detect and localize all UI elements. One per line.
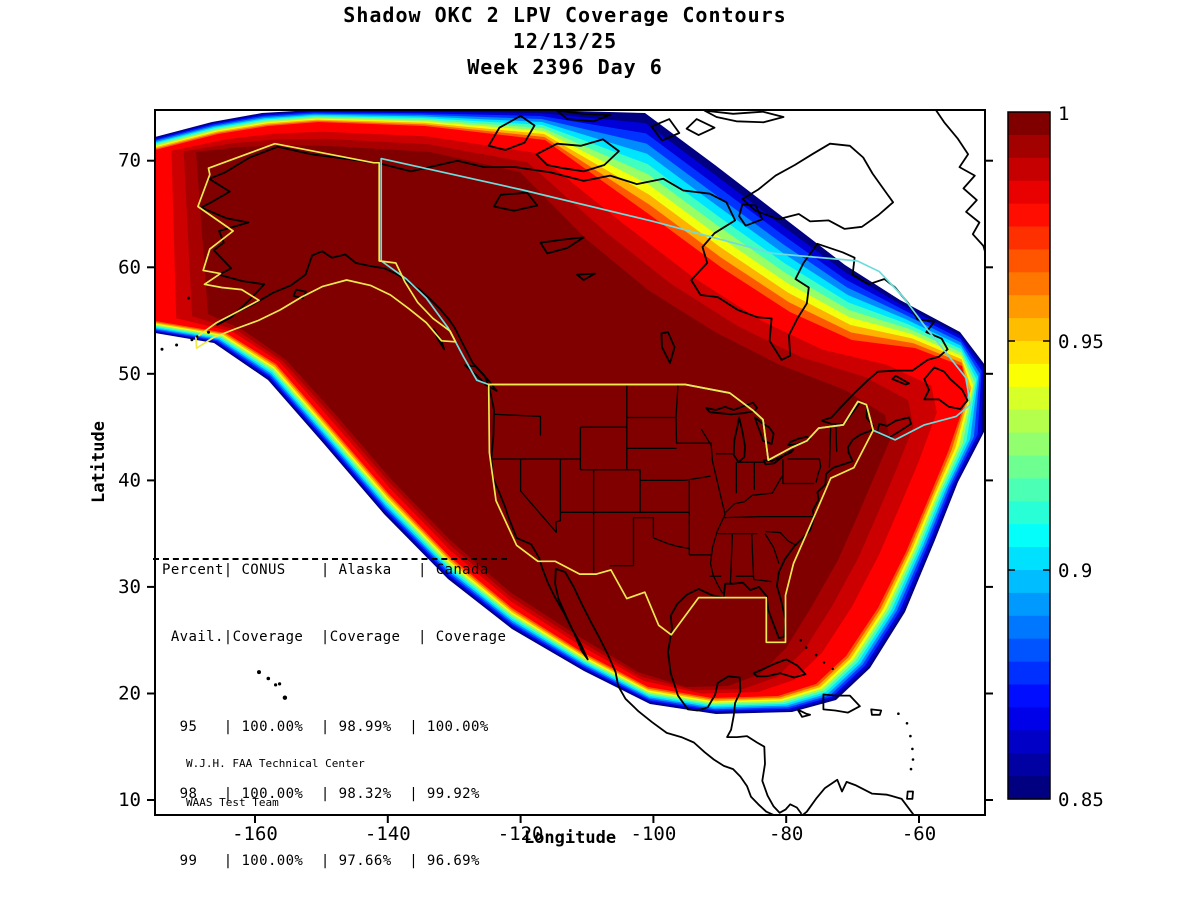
colorbar-tick-label: 0.95 <box>1058 331 1104 353</box>
plot-title: Shadow OKC 2 LPV Coverage Contours <box>343 3 787 27</box>
service-boundaries <box>195 142 971 644</box>
plot-week-day: Week 2396 Day 6 <box>467 55 663 79</box>
plot-date: 12/13/25 <box>512 29 618 53</box>
table-divider <box>153 558 507 560</box>
x-tick-label: -80 <box>769 823 803 845</box>
x-tick-label: -60 <box>902 823 936 845</box>
y-tick-label: 60 <box>118 256 141 278</box>
colorbar-tick-label: 0.9 <box>1058 560 1092 582</box>
x-tick-label: -120 <box>498 823 544 845</box>
y-tick-label: 40 <box>118 469 141 491</box>
alaska-boundary <box>195 142 457 350</box>
y-tick-label: 70 <box>118 150 141 172</box>
y-tick-label: 50 <box>118 363 141 385</box>
availability-table: Percent| CONUS | Alaska | Canada Avail.|… <box>153 514 507 900</box>
x-axis-label: Longitude <box>524 828 616 848</box>
colorbar: 1 0.95 0.9 0.85 <box>1007 103 1104 811</box>
x-tick-label: -100 <box>631 823 677 845</box>
axes: -160 -140 -120 -100 -80 -60 10 20 30 40 50 60 70 Long… <box>89 109 993 848</box>
table-header-row2: Avail.|Coverage |Coverage | Coverage <box>162 629 507 646</box>
y-tick-label: 20 <box>118 683 141 705</box>
table-header-row: Percent| CONUS | Alaska | Canada <box>162 561 489 578</box>
table-row: 99 | 100.00% | 97.66% | 96.69% <box>162 853 480 870</box>
colorbar-tick-label: 0.85 <box>1058 789 1104 811</box>
x-tick-label: -140 <box>365 823 411 845</box>
colorbar-tick-label: 1 <box>1058 103 1069 125</box>
title-block: Shadow OKC 2 LPV Coverage Contours 12/13… <box>0 2 1130 80</box>
credit-text: W.J.H. FAA Technical Center WAAS Test Te… <box>186 731 365 835</box>
state-borders <box>492 384 838 594</box>
coastlines <box>200 110 985 815</box>
y-axis-label: Latitude <box>89 421 109 503</box>
y-tick-label: 30 <box>118 576 141 598</box>
credit-line: WAAS Test Team <box>186 796 279 809</box>
table-row: 95 | 100.00% | 98.99% | 100.00% <box>162 718 489 735</box>
x-tick-label: -160 <box>232 823 278 845</box>
island-dots <box>160 296 915 771</box>
table-row: 98 | 100.00% | 98.32% | 99.92% <box>162 785 480 802</box>
credit-line: W.J.H. FAA Technical Center <box>186 757 365 770</box>
y-tick-label: 10 <box>118 789 141 811</box>
conus-boundary <box>487 383 875 644</box>
